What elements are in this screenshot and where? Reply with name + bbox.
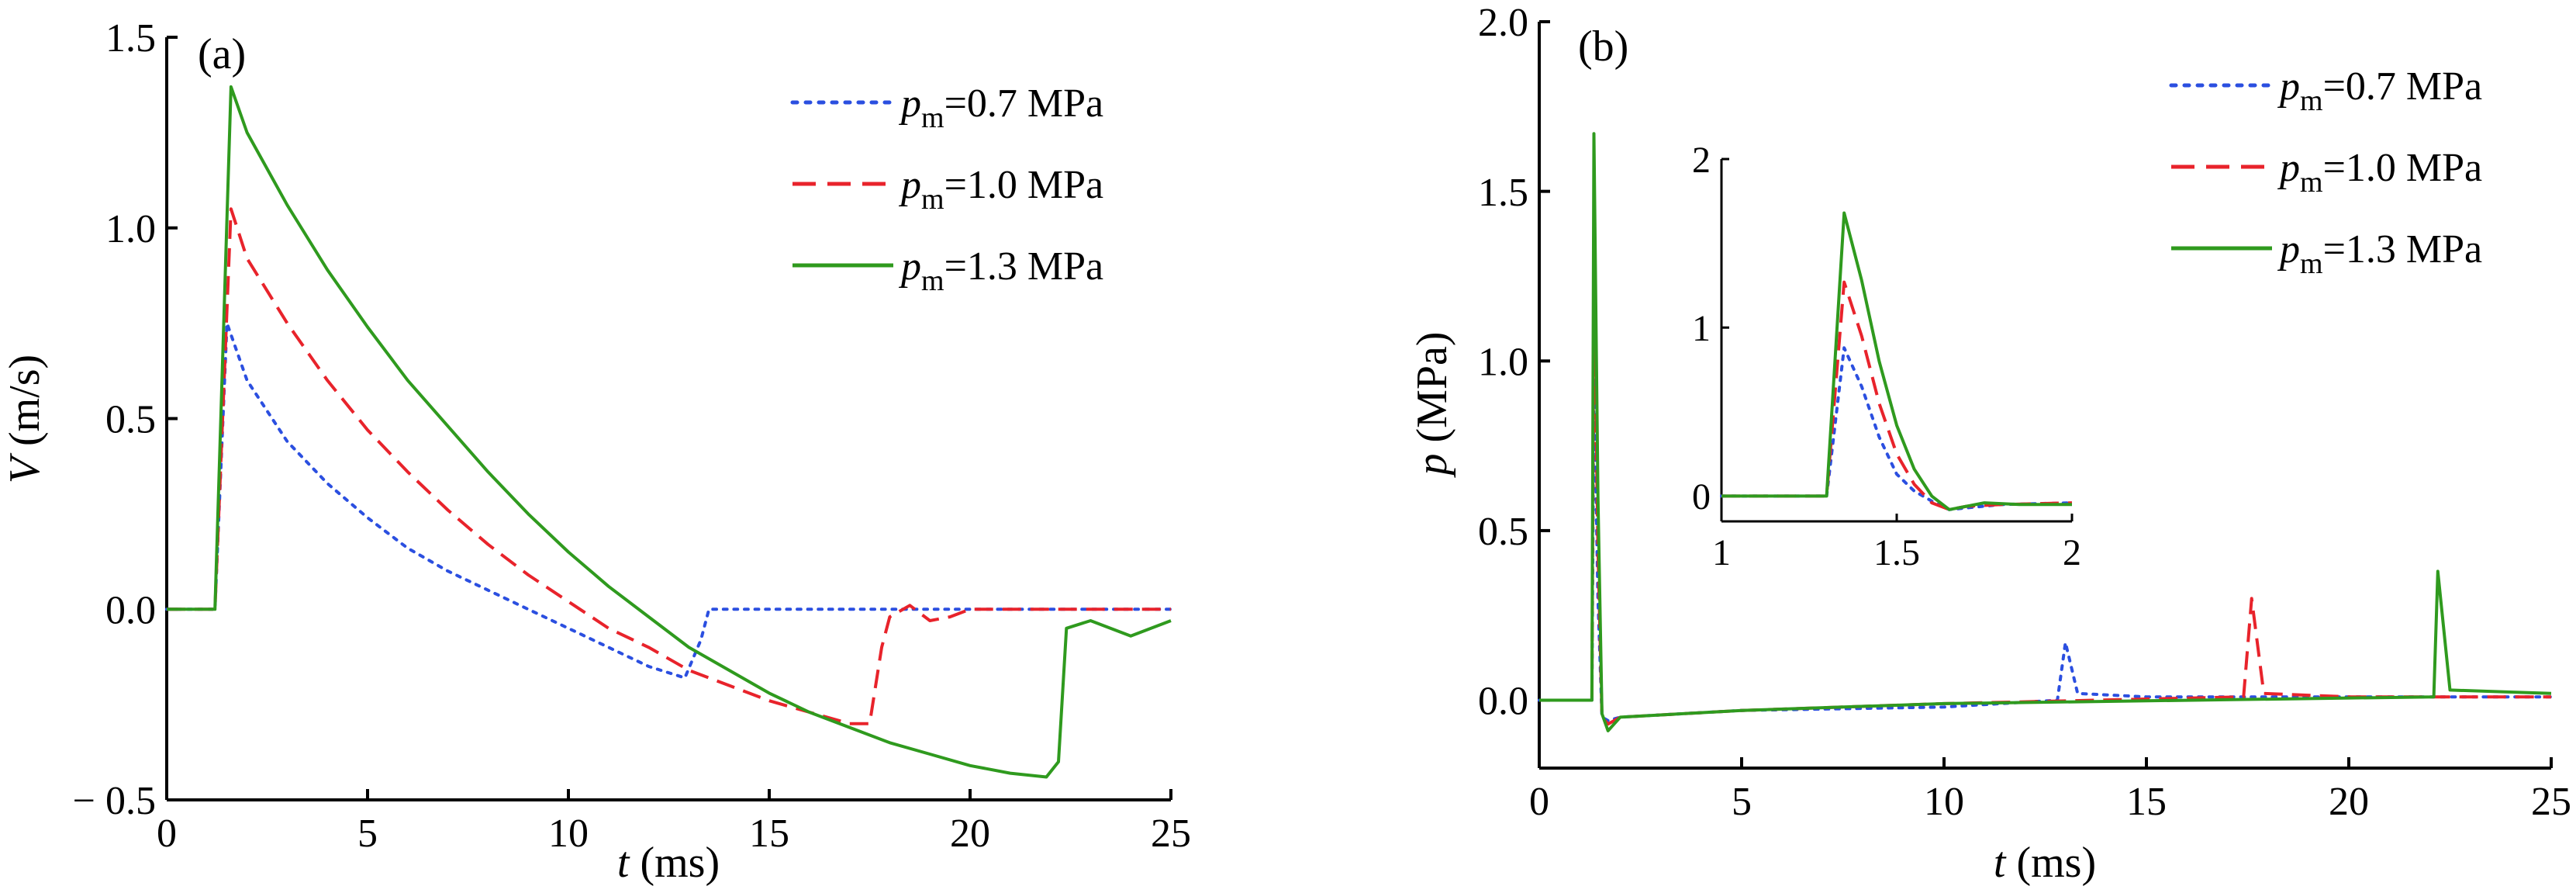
panel-a-label: (a): [198, 30, 246, 78]
panel-a-legend: pm=0.7 MPa pm=1.0 MPa pm=1.3 MPa: [790, 81, 1103, 297]
panel-b-label: (b): [1578, 22, 1628, 71]
panel-a-velocity-chart: 0 5 10 15 20 25 − 0.50.00.51.01.5 (a) t (ms) …: [1, 16, 1191, 887]
panel-a-y-tick-label: 1.5: [105, 16, 156, 61]
panel-a-legend-label-3: pm=1.3 MPa: [898, 244, 1103, 297]
panel-b-y-ticks: 0.0 0.5 1.0 1.5 2.0: [1478, 1, 1550, 724]
panel-b-x-tick-label: 10: [1924, 780, 1964, 824]
panel-a-series: [165, 85, 1172, 779]
panel-a-y-tick-label: 0.5: [105, 398, 156, 442]
panel-b-x-axis-title: t (ms): [1994, 839, 2096, 887]
panel-a-y-tick-label: 0.0: [105, 588, 156, 632]
panel-a-x-tick-label: 10: [548, 812, 589, 856]
panel-a-x-tick-label: 0: [157, 812, 177, 856]
panel-a-x-tick-label: 25: [1151, 812, 1191, 856]
panel-b-x-tick-label: 0: [1529, 780, 1549, 824]
panel-b-legend: pm=0.7 MPa pm=1.0 MPa pm=1.3 MPa: [2169, 64, 2482, 280]
panel-b-y-tick-label: 0.5: [1478, 510, 1528, 554]
panel-a-series-line-3: [167, 85, 1172, 779]
panel-a-x-tick-label: 20: [950, 812, 990, 856]
panel-a-x-tick-label: 5: [357, 812, 378, 856]
panel-b-x-tick-label: 5: [1732, 780, 1752, 824]
inset-y-ticks: 0 1 2: [1692, 140, 1729, 517]
panel-b-series-line-3: [1539, 132, 2552, 732]
panel-b-y-tick-label: 2.0: [1478, 1, 1528, 45]
panel-a-y-tick-label: 1.0: [105, 207, 156, 251]
panel-a-y-axis-title: V (m/s): [1, 355, 49, 483]
inset-x-tick-label: 1.5: [1873, 532, 1920, 573]
panel-b-y-tick-label: 0.0: [1478, 680, 1528, 724]
panel-a-x-tick-label: 15: [749, 812, 789, 856]
panel-b-x-tick-label: 25: [2531, 780, 2571, 824]
panel-b-legend-label-2: pm=1.0 MPa: [2277, 146, 2482, 199]
panel-b-legend-label-3: pm=1.3 MPa: [2277, 227, 2482, 280]
panel-b-series-line-2: [1539, 275, 2551, 726]
panel-a-x-ticks: 0 5 10 15 20 25: [157, 789, 1191, 856]
panel-b-y-tick-label: 1.5: [1478, 171, 1528, 215]
inset-x-tick-label: 2: [2063, 532, 2081, 573]
panel-b-inset-chart: 1 1.5 2 012: [1692, 140, 2081, 573]
panel-a-y-tick-label: − 0.5: [73, 779, 156, 823]
panel-a-legend-label-1: pm=0.7 MPa: [898, 81, 1103, 134]
panel-a-legend-label-2: pm=1.0 MPa: [898, 163, 1103, 216]
panel-a-series-line-1: [165, 321, 1172, 680]
inset-x-ticks: 1 1.5 2: [1712, 514, 2081, 573]
panel-a-series-line-2: [167, 207, 1171, 725]
inset-x-tick-label: 1: [1712, 532, 1731, 573]
panel-a-x-axis-title: t (ms): [617, 839, 720, 887]
inset-y-tick-label: 2: [1692, 140, 1711, 181]
inset-series: [1720, 211, 2074, 511]
panel-b-legend-label-1: pm=0.7 MPa: [2277, 64, 2482, 117]
panel-a-y-ticks: − 0.5 0.0 0.5 1.0 1.5: [73, 16, 178, 823]
panel-b-y-axis-title: p (MPa): [1408, 331, 1456, 478]
panel-b-series: [1538, 132, 2553, 732]
inset-y-tick-label: 0: [1692, 476, 1711, 517]
panel-b-series-line-1: [1538, 376, 2553, 722]
panel-b-x-ticks: 0 5 10 15 20 25: [1529, 757, 2571, 824]
panel-b-x-tick-label: 20: [2329, 780, 2369, 824]
panel-b-x-tick-label: 15: [2126, 780, 2167, 824]
inset-series-line-3: [1721, 211, 2072, 511]
panel-b-y-tick-label: 1.0: [1478, 340, 1528, 384]
inset-y-tick-label: 1: [1692, 308, 1711, 349]
panel-b-pressure-chart: 0 5 10 15 20 25 0.00.51.01.52.0 (b) t (ms) p …: [1408, 1, 2571, 887]
